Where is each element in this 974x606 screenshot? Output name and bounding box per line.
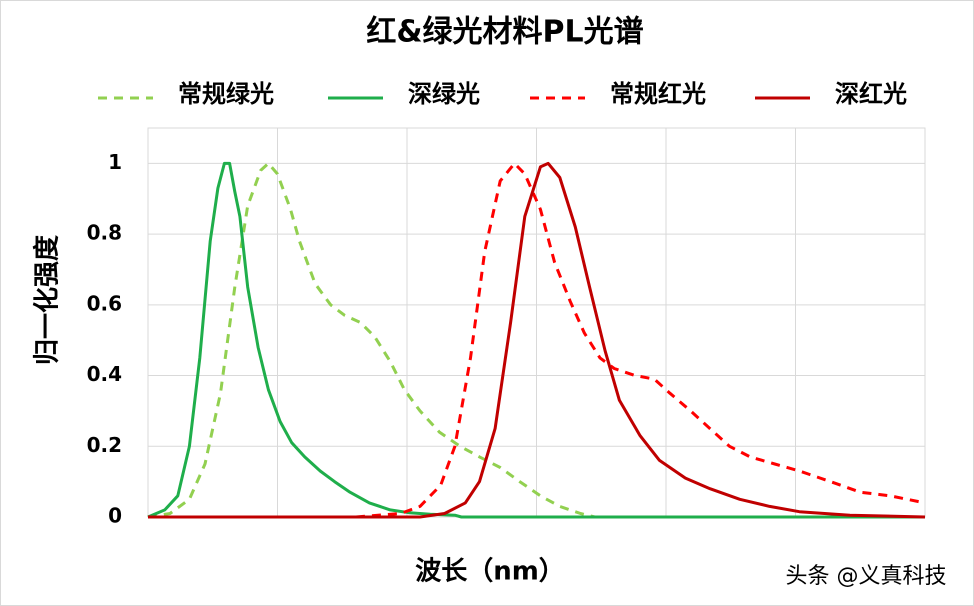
series-line <box>148 161 926 519</box>
legend-label: 常规绿光 <box>178 80 274 108</box>
y-tick-label: 0.4 <box>87 362 122 386</box>
y-tick-label: 0.6 <box>87 291 122 315</box>
x-axis-label: 波长（nm） <box>415 557 565 587</box>
y-tick-label: 1 <box>108 150 122 174</box>
y-tick-label: 0 <box>108 504 122 528</box>
series-line <box>147 161 596 519</box>
y-axis-label: 归一化强度 <box>32 235 63 365</box>
legend-label: 深红光 <box>835 80 907 108</box>
watermark: 头条 @义真科技 <box>786 564 947 589</box>
y-tick-label: 0.8 <box>87 221 122 245</box>
legend-label: 常规红光 <box>610 80 706 108</box>
series-line <box>148 161 926 519</box>
series-line <box>147 161 925 519</box>
y-tick-label: 0.2 <box>87 433 122 457</box>
chart-title: 红&绿光材料PL光谱 <box>366 15 643 50</box>
legend-label: 深绿光 <box>408 80 480 108</box>
